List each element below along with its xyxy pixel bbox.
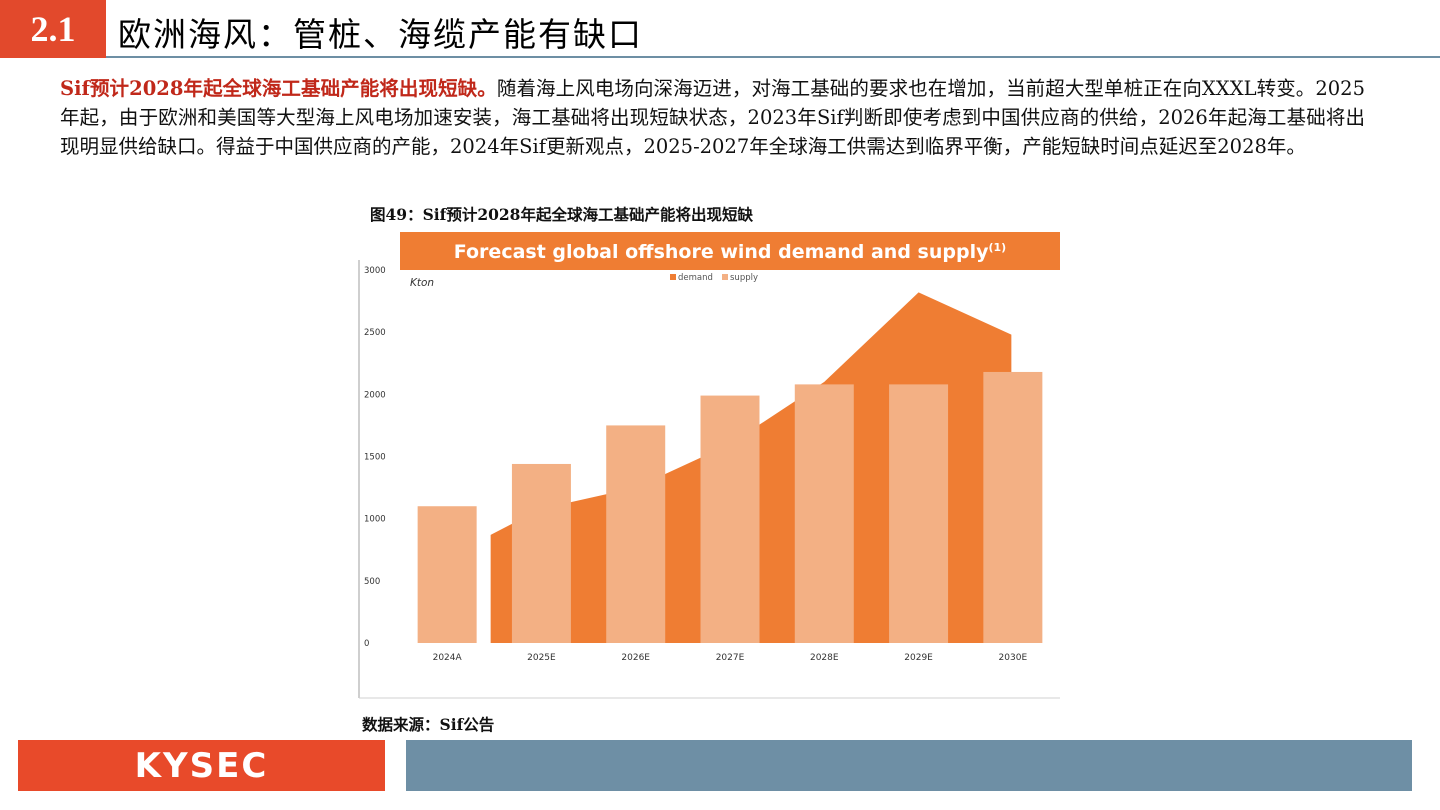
x-category-label: 2028E: [810, 653, 839, 663]
figure-source: 数据来源：Sif公告: [362, 715, 495, 734]
y-tick-label: 2500: [364, 328, 386, 338]
y-tick-label: 0: [364, 639, 369, 649]
chart-title: Forecast global offshore wind demand and…: [454, 241, 1006, 263]
x-category-label: 2029E: [904, 653, 933, 663]
supply-bar: [417, 506, 477, 643]
body-paragraph: Sif预计2028年起全球海工基础产能将出现短缺。随着海上风电场向深海迈进，对海…: [60, 74, 1365, 161]
y-tick-label: 500: [364, 577, 380, 587]
supply-bar: [511, 463, 571, 643]
supply-bar: [794, 384, 854, 643]
x-category-label: 2026E: [621, 653, 650, 663]
supply-bar: [606, 425, 666, 643]
legend-demand-swatch: [670, 274, 676, 280]
title-divider: [106, 56, 1440, 58]
y-tick-label: 3000: [364, 266, 386, 276]
legend-demand-label: demand: [678, 273, 713, 283]
legend-supply-swatch: [722, 274, 728, 280]
supply-bar: [700, 395, 760, 643]
x-category-label: 2030E: [999, 653, 1028, 663]
legend-supply-label: supply: [730, 273, 758, 283]
y-tick-label: 1500: [364, 453, 386, 463]
unit-label: Kton: [410, 277, 434, 289]
y-tick-label: 2000: [364, 390, 386, 400]
body-text: 随着海上风电场向深海迈进，对海工基础的要求也在增加，当前超大型单桩正在向XXXL…: [60, 77, 1365, 158]
demand-supply-chart: Forecast global offshore wind demand and…: [358, 232, 1060, 699]
kysec-logo-text: KYSEC: [134, 745, 269, 786]
y-tick-label: 1000: [364, 515, 386, 525]
x-category-label: 2027E: [716, 653, 745, 663]
chart-title-superscript: (1): [988, 241, 1006, 254]
section-title: 欧洲海风：管桩、海缆产能有缺口: [118, 15, 643, 54]
x-category-label: 2025E: [527, 653, 556, 663]
x-category-label: 2024A: [433, 653, 463, 663]
figure-caption: 图49：Sif预计2028年起全球海工基础产能将出现短缺: [370, 205, 753, 224]
footer-bar: [406, 740, 1412, 791]
body-lead-sentence: Sif预计2028年起全球海工基础产能将出现短缺。: [60, 77, 497, 100]
chart-title-banner: [400, 232, 1060, 270]
supply-bar: [889, 384, 949, 643]
supply-bar: [983, 371, 1043, 643]
section-number-badge: 2.1: [0, 0, 106, 58]
kysec-logo: KYSEC: [18, 740, 385, 791]
